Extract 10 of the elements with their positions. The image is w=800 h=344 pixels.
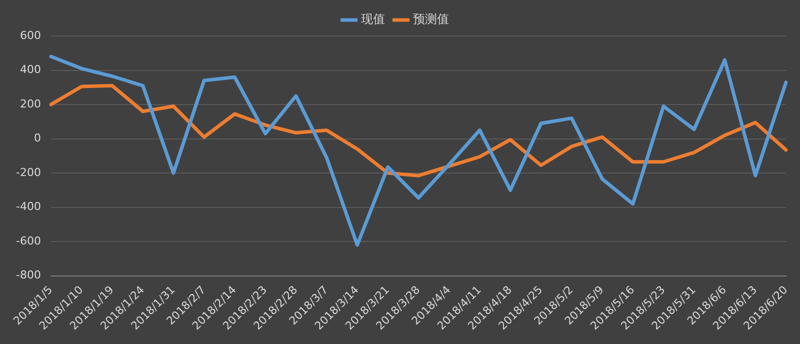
y-tick-label: 200 bbox=[20, 97, 41, 110]
y-tick-label: 0 bbox=[34, 132, 41, 145]
legend-label: 预测值 bbox=[413, 12, 449, 26]
y-tick-label: -200 bbox=[16, 166, 41, 179]
y-tick-label: -400 bbox=[16, 200, 41, 214]
y-tick-label: -800 bbox=[16, 268, 41, 282]
y-tick-label: 400 bbox=[20, 63, 41, 76]
legend-label: 现值 bbox=[361, 12, 385, 26]
y-tick-label: -600 bbox=[16, 234, 41, 248]
y-tick-label: 600 bbox=[20, 28, 41, 42]
